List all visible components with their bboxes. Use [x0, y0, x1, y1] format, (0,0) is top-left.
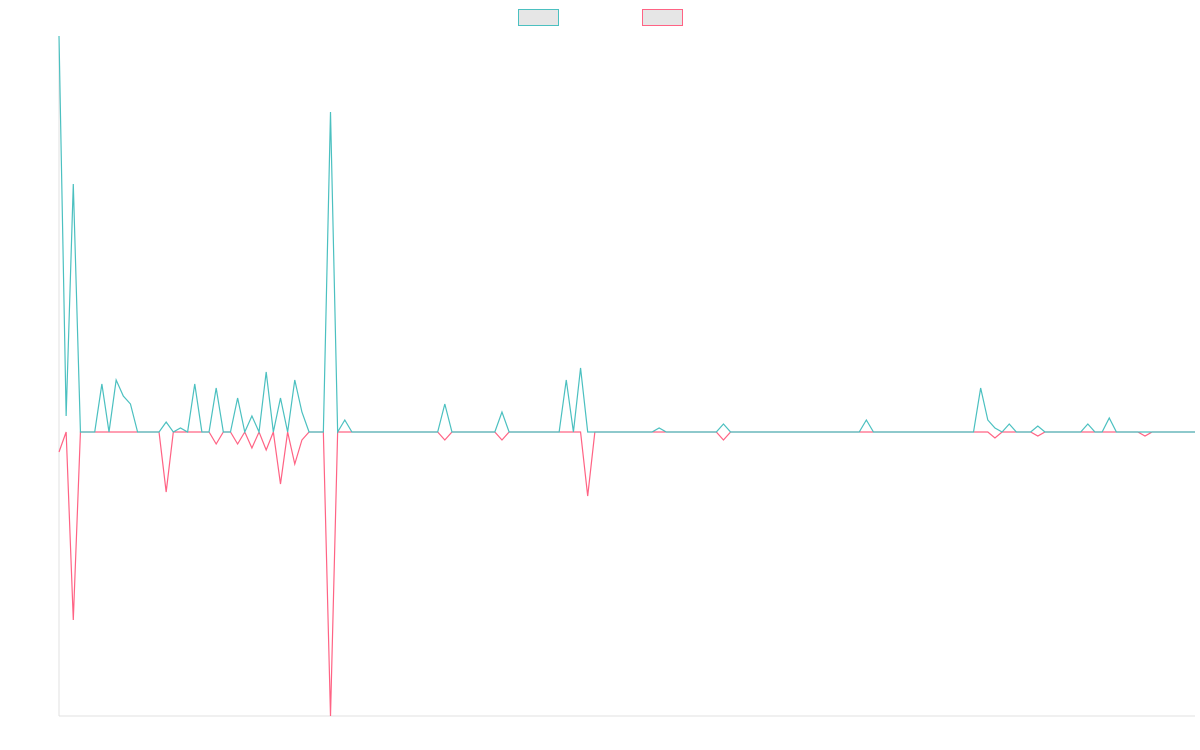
legend-swatch	[642, 9, 683, 26]
series-line	[58, 35, 1195, 435]
series-line	[58, 429, 1195, 717]
legend-swatch	[518, 9, 559, 26]
